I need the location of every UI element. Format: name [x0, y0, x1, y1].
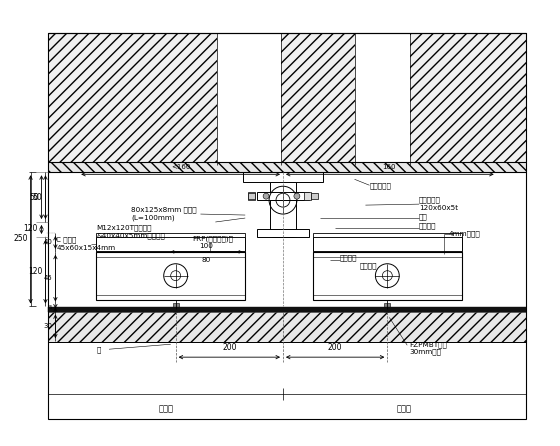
Text: 120: 120: [23, 224, 38, 233]
Bar: [49, 162, 526, 172]
Text: 120x60x5t: 120x60x5t: [419, 205, 458, 211]
Text: 钢衬管附件: 钢衬管附件: [370, 182, 391, 189]
Text: 160: 160: [382, 164, 396, 170]
Text: FRP(玻璃钢筋)槽: FRP(玻璃钢筋)槽: [193, 235, 234, 242]
Bar: [243, 172, 323, 182]
Bar: [257, 229, 309, 237]
Bar: [96, 237, 245, 251]
Bar: [304, 192, 311, 200]
Text: <160: <160: [171, 164, 190, 170]
Text: 錨: 錨: [96, 346, 101, 352]
Circle shape: [263, 193, 269, 199]
Bar: [313, 237, 462, 251]
Text: 45: 45: [44, 275, 53, 281]
Bar: [172, 302, 179, 313]
Text: (L=100mm): (L=100mm): [131, 215, 175, 221]
Text: 螺纹: 螺纹: [419, 214, 428, 220]
Bar: [96, 252, 245, 300]
Text: 200: 200: [222, 343, 236, 352]
Bar: [384, 302, 390, 313]
Bar: [313, 252, 462, 300]
Text: 螺纹螺栓: 螺纹螺栓: [339, 255, 357, 261]
Text: 80: 80: [202, 257, 211, 263]
Text: 30: 30: [44, 323, 53, 329]
Text: 250: 250: [13, 235, 27, 244]
Bar: [217, 33, 281, 165]
Bar: [49, 313, 526, 342]
Text: 30mm垫板: 30mm垫板: [409, 349, 441, 355]
Bar: [49, 33, 526, 419]
Bar: [248, 192, 255, 200]
Text: &40x40x5mm镀锌垫片: &40x40x5mm镀锌垫片: [96, 233, 165, 239]
Bar: [248, 193, 255, 199]
Bar: [49, 307, 526, 313]
Text: 螺纹垫板: 螺纹垫板: [360, 262, 377, 269]
Bar: [96, 251, 245, 255]
Bar: [313, 233, 462, 237]
Text: 200: 200: [328, 343, 342, 352]
Text: 5: 5: [49, 305, 53, 310]
Text: 4mm垫合板: 4mm垫合板: [449, 231, 480, 237]
Bar: [354, 33, 410, 165]
Text: 80x125x8mm 钢衬管: 80x125x8mm 钢衬管: [131, 207, 197, 213]
Text: C 型钢槽: C 型钢槽: [57, 236, 77, 243]
Bar: [49, 33, 526, 165]
Text: 45x60x15x4mm: 45x60x15x4mm: [57, 245, 115, 251]
Text: 50: 50: [30, 193, 40, 202]
Text: 50: 50: [32, 193, 43, 202]
Text: 40: 40: [44, 239, 53, 245]
Bar: [96, 233, 245, 237]
Text: 板材厅: 板材厅: [396, 404, 412, 413]
Text: FZPMBT螺栓: FZPMBT螺栓: [409, 341, 447, 347]
Bar: [311, 193, 318, 199]
Text: 100: 100: [199, 243, 213, 249]
Bar: [257, 192, 309, 200]
Bar: [313, 251, 462, 255]
Text: 不锈钢挂件: 不锈钢挂件: [419, 197, 441, 203]
Text: 螺纹垫板: 螺纹垫板: [419, 223, 437, 229]
Text: M12x120T螺纹螺栓: M12x120T螺纹螺栓: [96, 225, 152, 231]
Circle shape: [294, 193, 300, 199]
Text: 板材厅: 板材厅: [158, 404, 173, 413]
Bar: [270, 182, 296, 237]
Text: 120: 120: [28, 267, 43, 276]
